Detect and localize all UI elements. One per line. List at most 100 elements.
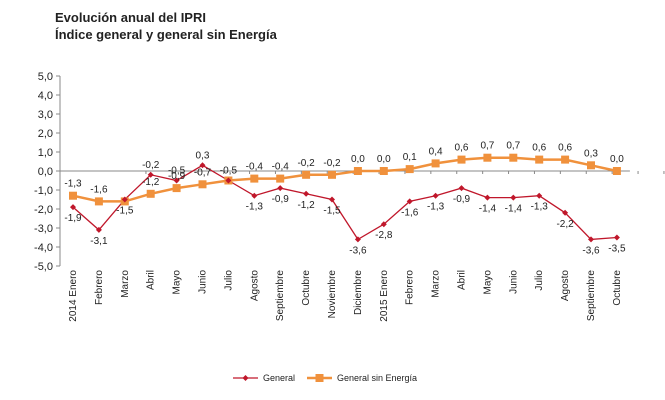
point-general — [536, 192, 543, 199]
data-label-general: -3,1 — [90, 236, 108, 247]
x-tick-label: Abril — [457, 270, 468, 290]
point-general-sin-energia — [587, 161, 595, 170]
chart-title: Evolución anual del IPRI — [55, 10, 206, 25]
x-tick-label: Agosto — [560, 270, 571, 302]
x-tick-label: Septiembre — [586, 270, 597, 322]
point-general — [70, 204, 76, 211]
data-label-general-sin-energia: -0,2 — [297, 158, 315, 169]
point-general — [251, 192, 258, 199]
point-general — [121, 196, 128, 203]
data-label-general: -3,6 — [349, 245, 367, 256]
point-general-sin-energia — [535, 155, 544, 164]
point-general — [173, 177, 180, 184]
point-general-sin-energia — [94, 197, 103, 206]
point-general — [484, 194, 491, 201]
title-block: Evolución anual del IPRI Índice general … — [55, 9, 277, 43]
data-label-general: -2,8 — [375, 230, 393, 241]
data-label-general-sin-energia: -0,4 — [246, 162, 264, 173]
data-label-general-sin-energia: 0,7 — [480, 141, 494, 152]
x-tick-label: 2014 Enero — [68, 270, 79, 322]
data-label-general: -1,3 — [531, 202, 549, 213]
data-label-general: -1,3 — [427, 202, 445, 213]
y-tick-label: -2,0 — [34, 204, 53, 216]
data-label-general: -1,4 — [479, 204, 497, 215]
y-tick-label: -5,0 — [34, 261, 53, 273]
y-tick-label: 4,0 — [38, 90, 53, 102]
chart-subtitle: Índice general y general sin Energía — [55, 27, 277, 42]
data-label-general: -0,5 — [168, 166, 186, 177]
point-general — [225, 177, 232, 184]
data-label-general: -1,5 — [323, 206, 341, 217]
point-general — [510, 194, 517, 201]
point-general-sin-energia — [250, 174, 259, 183]
point-general — [406, 198, 413, 205]
x-tick-label: Septiembre — [275, 270, 286, 322]
x-tick-label: Mayo — [482, 270, 493, 295]
x-tick-label: Noviembre — [327, 270, 338, 319]
x-tick-label: Julio — [223, 270, 234, 291]
point-general — [147, 171, 154, 178]
point-general-sin-energia — [172, 184, 181, 193]
data-label-general-sin-energia: -0,9 — [168, 171, 186, 182]
point-general-sin-energia — [379, 167, 388, 175]
point-general-sin-energia — [198, 180, 207, 189]
y-tick-label: 0,0 — [38, 166, 53, 178]
data-label-general-sin-energia: 0,0 — [351, 154, 365, 165]
legend-label-general: General — [263, 373, 295, 383]
point-general-sin-energia — [276, 174, 285, 183]
data-label-general-sin-energia: 0,3 — [584, 148, 598, 159]
point-general — [613, 234, 620, 241]
point-general-sin-energia — [302, 170, 311, 179]
data-label-general: -0,2 — [142, 160, 160, 171]
data-label-general-sin-energia: 0,0 — [377, 154, 391, 165]
point-general — [329, 196, 335, 203]
series-line-general — [72, 164, 617, 241]
data-label-general-sin-energia: -0,4 — [272, 162, 290, 173]
data-label-general-sin-energia: 0,6 — [558, 143, 572, 154]
data-label-general: -0,5 — [220, 166, 238, 177]
data-label-general: -1,5 — [116, 206, 134, 217]
y-tick-label: -3,0 — [34, 223, 53, 235]
point-general — [588, 236, 594, 243]
point-general — [277, 185, 284, 192]
series-line-general-sin-energia — [72, 156, 618, 203]
y-tick-label: 2,0 — [38, 128, 53, 140]
data-label-general-sin-energia: -0,7 — [194, 167, 212, 178]
data-label-general: -1,4 — [505, 204, 523, 215]
point-general — [303, 190, 310, 197]
data-label-general: -3,5 — [608, 244, 626, 255]
x-tick-label: Agosto — [249, 270, 260, 302]
point-general-sin-energia — [328, 170, 336, 179]
data-label-general: -1,9 — [64, 213, 82, 224]
x-tick-label: Junio — [198, 270, 209, 294]
data-label-general-sin-energia: 0,1 — [403, 152, 417, 163]
data-label-general: 0,3 — [196, 150, 210, 161]
point-general-sin-energia — [561, 155, 570, 164]
x-tick-label: Octubre — [612, 270, 623, 306]
x-tick-label: Marzo — [120, 270, 131, 298]
legend-label-general-sin-energia: General sin Energía — [337, 373, 417, 383]
y-tick-label: -1,0 — [34, 185, 53, 197]
legend-marker-general — [242, 375, 249, 381]
data-label-general-sin-energia: 0,0 — [610, 154, 624, 165]
point-general-sin-energia — [431, 159, 440, 168]
point-general-sin-energia — [69, 191, 77, 200]
x-tick-label: Junio — [508, 270, 519, 294]
data-label-general-sin-energia: -0,2 — [323, 158, 341, 169]
data-label-general: -1,2 — [297, 200, 315, 211]
y-tick-label: 5,0 — [38, 71, 53, 83]
point-general — [562, 209, 569, 216]
point-general-sin-energia — [509, 153, 518, 162]
data-label-general-sin-energia: -1,2 — [142, 177, 160, 188]
point-general-sin-energia — [405, 165, 414, 174]
point-general-sin-energia — [457, 155, 466, 164]
data-label-general: -2,2 — [556, 219, 574, 230]
point-general — [199, 162, 206, 169]
x-tick-label: Mayo — [172, 270, 183, 295]
data-label-general-sin-energia: 0,6 — [532, 143, 546, 154]
legend-marker-general-sin-energia — [315, 374, 324, 382]
data-label-general: -0,9 — [272, 194, 290, 205]
x-tick-label: Abril — [146, 270, 157, 290]
